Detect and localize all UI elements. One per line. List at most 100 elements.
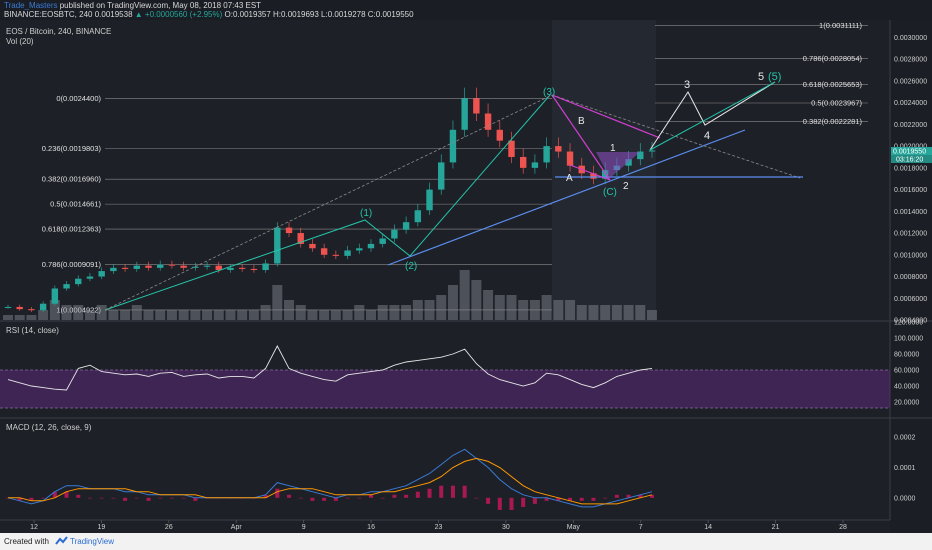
volume-bar [623, 305, 634, 320]
vol-label: Vol (20) [6, 37, 34, 46]
fib-level-label: 0.5(0.0023967) [811, 99, 862, 108]
macd-histogram-bar [392, 494, 397, 498]
projection-wave-5-line[interactable] [649, 81, 776, 151]
wave-label-sub-3: 3 [684, 79, 690, 91]
macd-histogram-bar [650, 494, 654, 498]
wave-label-sub-4: 4 [704, 130, 710, 142]
macd-histogram-bar [298, 497, 303, 499]
wave-labels: (1) (2) (3) A B (C) 1 2 3 4 5 (5) [360, 71, 781, 272]
channel-lower-line[interactable] [569, 164, 611, 181]
volume-bar [611, 305, 622, 320]
price-tick-label: 0.0018000 [894, 165, 927, 172]
price-axis[interactable]: 0.0030000 0.0028000 0.0026000 0.0024000 0.00… [894, 35, 927, 325]
price-tick-label: 0.0004000 [894, 318, 927, 325]
volume-bar [529, 300, 540, 320]
macd-histogram-bar [99, 497, 104, 499]
price-tick-label: 0.0006000 [894, 296, 927, 303]
projection-path[interactable] [649, 81, 776, 151]
author-link[interactable]: Trade_Masters [4, 1, 58, 10]
channel-left-line[interactable] [551, 94, 611, 181]
volume-bar [295, 305, 306, 320]
macd-histogram-bar [380, 497, 385, 499]
macd-histogram-bar [345, 497, 350, 499]
macd-histogram-bar [626, 494, 631, 498]
wave-label-5: (5) [768, 71, 781, 83]
macd-histogram-bar [181, 497, 186, 499]
fib-level-label: 0.382(0.0016960) [42, 175, 102, 184]
candle-body [145, 265, 152, 268]
wave-label-sub-5: 5 [758, 71, 764, 83]
footer-bar: Created with TradingView [0, 533, 932, 550]
price-tick-label: 0.0030000 [894, 35, 927, 42]
macd-tick-label: 0.0001 [894, 465, 916, 472]
countdown-box [891, 155, 932, 163]
candle-body [192, 266, 199, 268]
current-price-text: 0.0019550 [893, 149, 926, 156]
symbol-price: BINANCE:EOSBTC, 240 0.0019538 [4, 10, 133, 19]
volume-bar [120, 310, 131, 320]
candle-body [121, 267, 129, 269]
volume-bar [248, 310, 259, 320]
volume-bar [213, 310, 224, 320]
rsi-line [7, 345, 653, 391]
rising-trendline[interactable] [387, 129, 746, 266]
chart-canvas[interactable]: EOS / Bitcoin, 240, BINANCE Vol (20) RSI… [0, 20, 932, 533]
volume-bar [26, 315, 37, 320]
candle-body [531, 162, 539, 168]
macd-histogram-bar [603, 497, 608, 499]
macd-histogram-bar [568, 497, 573, 501]
candle-body [520, 156, 527, 168]
macd-histogram-bar [146, 497, 151, 501]
time-tick-label: 26 [165, 524, 173, 531]
candle-body [367, 243, 375, 249]
descending-dashed-line [551, 94, 801, 179]
time-tick-label: 30 [502, 524, 510, 531]
macd-series [6, 448, 654, 510]
chart-drawings[interactable] [104, 81, 803, 311]
candle-body [250, 268, 258, 271]
volume-bar [73, 305, 84, 320]
time-tick-label: 23 [435, 524, 443, 531]
countdown-text: 03:16:20 [896, 157, 923, 164]
time-tick-label: 7 [639, 524, 643, 531]
volume-bar [155, 310, 166, 320]
macd-histogram-bar [275, 488, 280, 498]
volume-bar [436, 295, 447, 320]
time-axis[interactable]: 12 19 26 Apr 9 16 23 30 May 7 14 21 28 [30, 520, 847, 531]
candle-body [168, 264, 176, 266]
macd-histogram-bar [638, 494, 643, 498]
macd-histogram-bar [333, 497, 338, 501]
candle-body [133, 265, 140, 269]
wave-count-line[interactable] [104, 94, 551, 311]
macd-tick-label: 0.0002 [894, 435, 916, 442]
volume-bar [14, 315, 25, 320]
price-tick-label: 0.0012000 [894, 231, 927, 238]
fib-level-label: 0.786(0.0009091) [42, 260, 102, 269]
volume-bar [588, 305, 599, 320]
rsi-axis: 120.0000 100.0000 80.0000 60.0000 40.0000 20.… [894, 320, 923, 407]
header-line-2: BINANCE:EOSBTC, 240 0.0019538 ▲ +0.00005… [4, 10, 414, 19]
candle-body [543, 146, 550, 163]
tradingview-brand[interactable]: TradingView [70, 537, 115, 546]
macd-histogram-bar [532, 497, 537, 504]
candle-body [274, 227, 281, 264]
candle-body [238, 267, 246, 269]
channel-upper-line[interactable] [551, 94, 661, 139]
macd-histogram-bar [462, 485, 467, 498]
macd-histogram-bar [17, 497, 22, 501]
time-tick-label: 12 [30, 524, 38, 531]
candle-body [309, 243, 316, 249]
price-axis-background [890, 20, 932, 533]
wave-label-b: B [578, 116, 585, 127]
fib-level-label: 0.618(0.0012363) [42, 225, 102, 234]
volume-bar [49, 300, 60, 320]
macd-histogram-bar [158, 497, 163, 499]
candle-body [63, 284, 70, 289]
rsi-tick-label: 100.0000 [894, 336, 923, 343]
macd-histogram-bar [169, 497, 174, 499]
volume-bar [506, 295, 517, 320]
fib-level-label: 0.5(0.0014661) [50, 200, 101, 209]
price-change-value: +0.0000560 (+2.95%) [144, 10, 223, 19]
macd-histogram-bar [123, 497, 128, 501]
candle-body [601, 170, 609, 179]
